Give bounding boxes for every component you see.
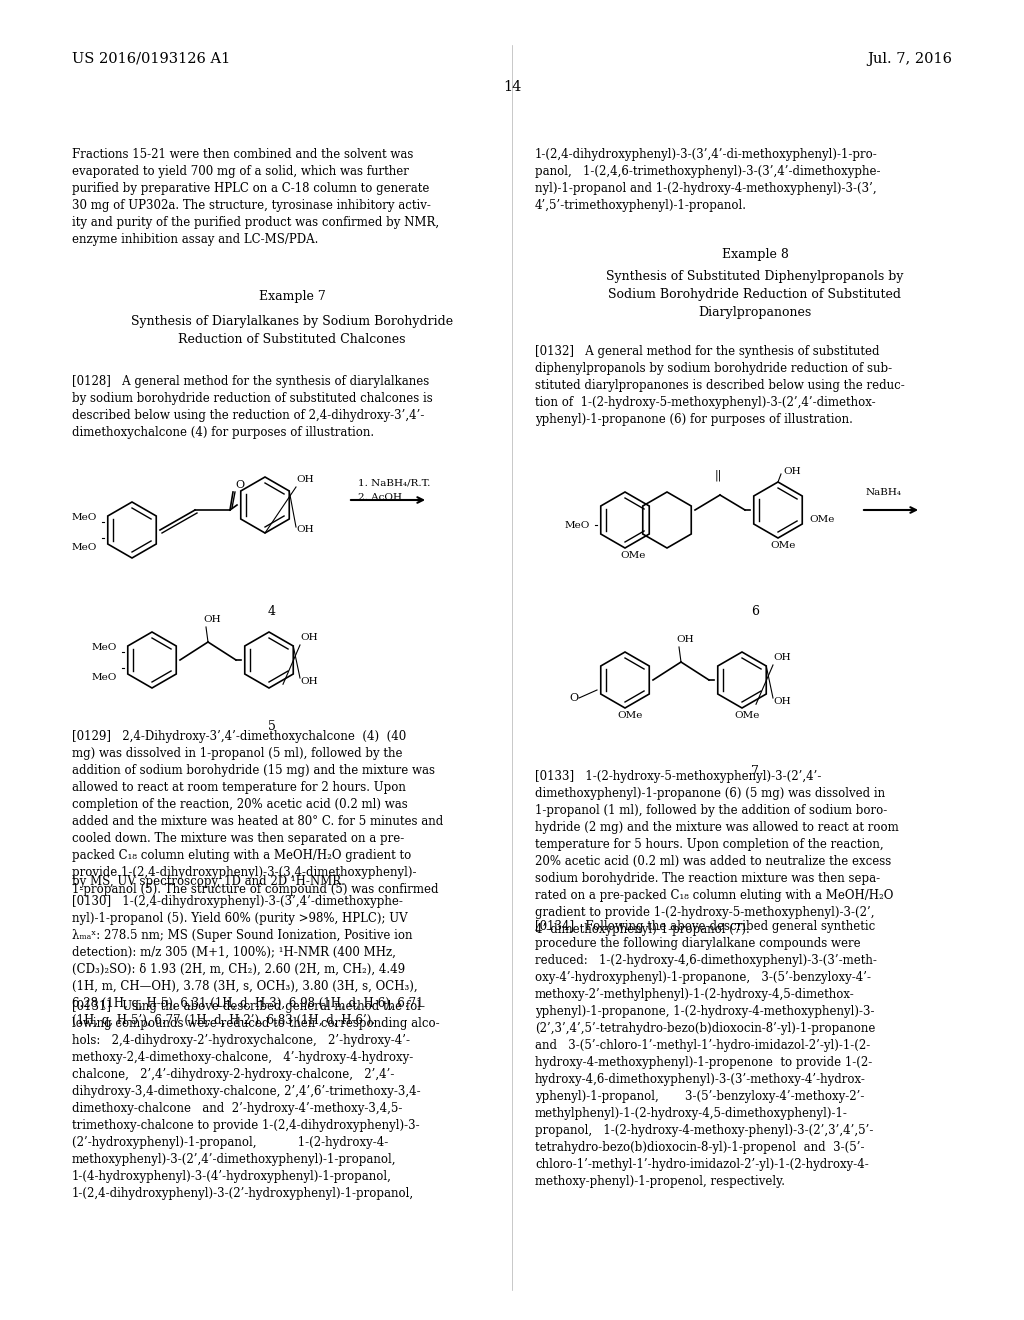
Text: 6: 6	[751, 605, 759, 618]
Text: OMe: OMe	[809, 516, 835, 524]
Text: Example 7: Example 7	[259, 290, 326, 304]
Text: MeO: MeO	[565, 520, 591, 529]
Text: 14: 14	[503, 81, 521, 94]
Text: [0128]   A general method for the synthesis of diarylalkanes
by sodium borohydri: [0128] A general method for the synthesi…	[72, 375, 433, 440]
Text: MeO: MeO	[72, 513, 97, 523]
Text: US 2016/0193126 A1: US 2016/0193126 A1	[72, 51, 230, 66]
Text: 5: 5	[268, 719, 275, 733]
Text: [0130]   1-(2,4-dihydroxyphenyl)-3-(3’,4’-dimethoxyphe-
nyl)-1-propanol (5). Yie: [0130] 1-(2,4-dihydroxyphenyl)-3-(3’,4’-…	[72, 895, 424, 1027]
Text: O: O	[569, 693, 579, 704]
Text: OMe: OMe	[734, 711, 760, 719]
Text: Synthesis of Diarylalkanes by Sodium Borohydride
Reduction of Substituted Chalco: Synthesis of Diarylalkanes by Sodium Bor…	[131, 315, 453, 346]
Text: [0133]   1-(2-hydroxy-5-methoxyphenyl)-3-(2’,4’-
dimethoxyphenyl)-1-propanone (6: [0133] 1-(2-hydroxy-5-methoxyphenyl)-3-(…	[535, 770, 899, 936]
Text: Example 8: Example 8	[722, 248, 788, 261]
Text: [0134]   Following the above-described general synthetic
procedure the following: [0134] Following the above-described gen…	[535, 920, 877, 1188]
Text: OH: OH	[203, 615, 220, 624]
Text: by MS, UV spectroscopy, 1D and 2D ¹H-NMR.: by MS, UV spectroscopy, 1D and 2D ¹H-NMR…	[72, 875, 345, 888]
Text: OH: OH	[300, 634, 317, 643]
Text: 4: 4	[268, 605, 276, 618]
Text: [0131]   Using the above-described general method the fol-
lowing compounds were: [0131] Using the above-described general…	[72, 1001, 439, 1200]
Text: [0129]   2,4-Dihydroxy-3’,4’-dimethoxychalcone  (4)  (40
mg) was dissolved in 1-: [0129] 2,4-Dihydroxy-3’,4’-dimethoxychal…	[72, 730, 443, 896]
Text: 1. NaBH₄/R.T.: 1. NaBH₄/R.T.	[358, 478, 430, 487]
Text: OH: OH	[783, 467, 801, 477]
Text: OH: OH	[676, 635, 693, 644]
Text: OH: OH	[296, 475, 313, 484]
Text: Jul. 7, 2016: Jul. 7, 2016	[867, 51, 952, 66]
Text: OH: OH	[773, 697, 791, 706]
Text: OMe: OMe	[770, 541, 796, 550]
Text: 2. AcOH: 2. AcOH	[358, 492, 402, 502]
Text: 7: 7	[751, 766, 759, 777]
Text: 1-(2,4-dihydroxyphenyl)-3-(3’,4’-di-methoxyphenyl)-1-pro-
panol,   1-(2,4,6-trim: 1-(2,4-dihydroxyphenyl)-3-(3’,4’-di-meth…	[535, 148, 881, 213]
Text: NaBH₄: NaBH₄	[866, 488, 902, 498]
Text: OMe: OMe	[617, 711, 642, 719]
Text: OMe: OMe	[620, 550, 645, 560]
Text: Fractions 15-21 were then combined and the solvent was
evaporated to yield 700 m: Fractions 15-21 were then combined and t…	[72, 148, 439, 246]
Text: MeO: MeO	[92, 673, 118, 682]
Text: OH: OH	[773, 653, 791, 663]
Text: Synthesis of Substituted Diphenylpropanols by
Sodium Borohydride Reduction of Su: Synthesis of Substituted Diphenylpropano…	[606, 271, 904, 319]
Text: O: O	[234, 480, 244, 490]
Text: ||: ||	[715, 469, 722, 480]
Text: MeO: MeO	[72, 544, 97, 553]
Text: OH: OH	[296, 525, 313, 535]
Text: OH: OH	[300, 677, 317, 686]
Text: MeO: MeO	[92, 644, 118, 652]
Text: [0132]   A general method for the synthesis of substituted
diphenylpropanols by : [0132] A general method for the synthesi…	[535, 345, 905, 426]
